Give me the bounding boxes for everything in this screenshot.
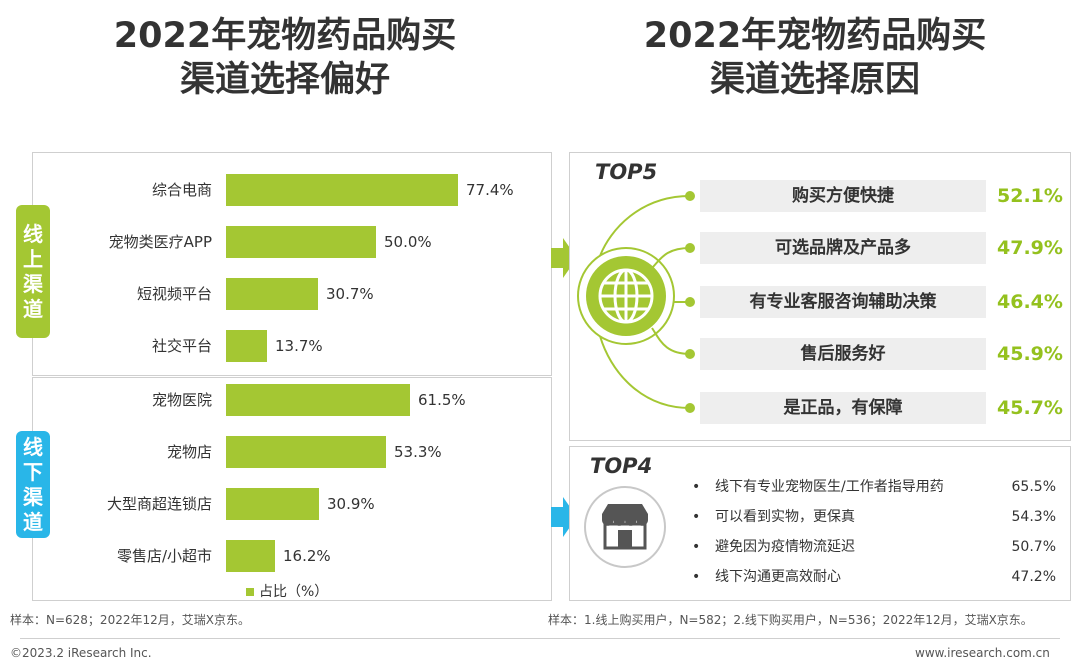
top5-connector-lines: [577, 195, 691, 409]
bar: [226, 226, 376, 258]
category-label: 宠物店: [166, 443, 212, 461]
legend-label: 占比（%）: [259, 584, 329, 600]
bar: [226, 278, 318, 310]
left-title-line1: 2022年宠物药品购买: [113, 16, 457, 56]
top5-reason: 有专业客服咨询辅助决策: [700, 286, 986, 318]
bar: [226, 330, 267, 362]
bar: [226, 384, 410, 416]
bar-value-label: 50.0%: [384, 233, 432, 251]
top4-reason: 线下沟通更高效耐心: [715, 569, 841, 585]
top5-value: 52.1%: [997, 185, 1063, 207]
bar: [226, 436, 386, 468]
offline-tag-char: 道: [23, 509, 43, 534]
online-tag-char: 上: [23, 246, 43, 271]
online-tag-char: 道: [23, 296, 43, 321]
offline-tag-char: 渠: [23, 484, 43, 509]
bar-value-label: 77.4%: [466, 181, 514, 199]
top4-value: 47.2%: [1011, 569, 1056, 585]
cyan-arrow-icon: [551, 497, 577, 537]
top4-reason: 避免因为疫情物流延迟: [715, 539, 855, 555]
footer-divider: [20, 638, 1060, 639]
connector-dot: [685, 403, 695, 413]
top5-value: 45.9%: [997, 343, 1063, 365]
top5-label: TOP5: [595, 160, 658, 184]
top4-reason: 线下有专业宠物医生/工作者指导用药: [715, 479, 944, 495]
website: www.iresearch.com.cn: [915, 646, 1050, 660]
category-label: 宠物医院: [151, 391, 212, 409]
bullet-icon: •: [692, 509, 701, 525]
bar-value-label: 61.5%: [418, 391, 466, 409]
top4-value: 50.7%: [1011, 539, 1056, 555]
bar: [226, 174, 458, 206]
top4-reason: 可以看到实物，更保真: [715, 509, 855, 525]
top5-value: 45.7%: [997, 397, 1063, 419]
online-tag-char: 线: [23, 221, 43, 246]
left-sample-note: 样本：N=628；2022年12月，艾瑞X京东。: [10, 613, 250, 627]
category-label: 社交平台: [151, 337, 212, 355]
left-title-line2: 渠道选择偏好: [179, 60, 390, 100]
online-tag-char: 渠: [23, 271, 43, 296]
right-sample-note: 样本：1.线上购买用户，N=582；2.线下购买用户，N=536；2022年12…: [548, 613, 1033, 627]
top5-reason: 是正品，有保障: [700, 392, 986, 424]
left-title: 2022年宠物药品购买 渠道选择偏好: [30, 14, 540, 102]
top5-value: 47.9%: [997, 237, 1063, 259]
right-title-line1: 2022年宠物药品购买: [643, 16, 987, 56]
connector-dot: [685, 349, 695, 359]
top5-reason: 可选品牌及产品多: [700, 232, 986, 264]
category-label: 综合电商: [151, 181, 212, 199]
bar-value-label: 30.7%: [326, 285, 374, 303]
top5-reason: 购买方便快捷: [700, 180, 986, 212]
bullet-icon: •: [692, 569, 701, 585]
category-label: 零售店/小超市: [116, 547, 212, 565]
category-label: 宠物类医疗APP: [108, 233, 212, 251]
green-arrow-icon: [551, 238, 577, 278]
right-title-line2: 渠道选择原因: [709, 60, 920, 100]
bar-value-label: 13.7%: [275, 337, 323, 355]
top5-reason: 售后服务好: [700, 338, 986, 370]
copyright: ©2023.2 iResearch Inc.: [10, 646, 152, 660]
online-channel-tag: 线 上 渠 道: [16, 205, 50, 338]
globe-icon: [586, 256, 666, 336]
top4-value: 54.3%: [1011, 509, 1056, 525]
right-title: 2022年宠物药品购买 渠道选择原因: [560, 14, 1070, 102]
bullet-icon: •: [692, 539, 701, 555]
bar-value-label: 16.2%: [283, 547, 331, 565]
legend-swatch: [246, 588, 254, 596]
top5-value: 46.4%: [997, 291, 1063, 313]
bar-value-label: 30.9%: [327, 495, 375, 513]
connector-dot: [685, 243, 695, 253]
top4-label: TOP4: [590, 454, 653, 478]
offline-tag-char: 线: [23, 434, 43, 459]
bullet-icon: •: [692, 479, 701, 495]
store-icon: [584, 486, 666, 568]
top4-value: 65.5%: [1011, 479, 1056, 495]
bar: [226, 540, 275, 572]
category-label: 短视频平台: [136, 285, 212, 303]
bar-value-label: 53.3%: [394, 443, 442, 461]
category-label: 大型商超连锁店: [106, 495, 212, 513]
bar: [226, 488, 319, 520]
connector-dot: [685, 191, 695, 201]
offline-tag-char: 下: [23, 459, 43, 484]
chart-legend: 占比（%）: [246, 583, 328, 601]
offline-channel-tag: 线 下 渠 道: [16, 431, 50, 538]
connector-dot: [685, 297, 695, 307]
